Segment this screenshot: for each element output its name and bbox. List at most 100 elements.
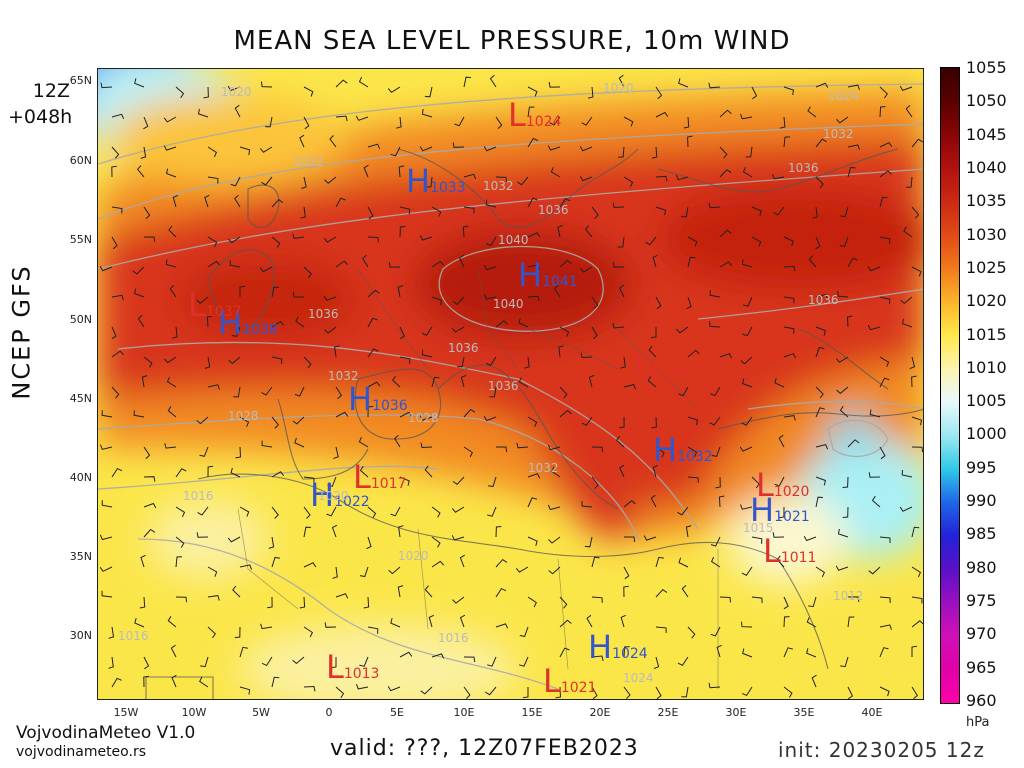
wind-barb bbox=[459, 614, 466, 628]
wind-barb bbox=[645, 236, 657, 246]
wind-barb bbox=[815, 138, 827, 148]
wind-barb bbox=[719, 353, 733, 359]
wind-barb bbox=[487, 656, 497, 667]
isobar-label: 1036 bbox=[308, 307, 339, 321]
wind-barb bbox=[708, 202, 721, 209]
wind-barb bbox=[111, 113, 125, 120]
isobar-label: 1016 bbox=[118, 629, 149, 643]
wind-barb bbox=[419, 235, 433, 241]
wind-barb bbox=[487, 506, 497, 517]
wind-barb bbox=[751, 236, 762, 247]
wind-barb bbox=[687, 349, 700, 358]
wind-barb bbox=[292, 416, 305, 425]
wind-barb bbox=[527, 295, 540, 302]
wind-barb bbox=[460, 374, 467, 388]
wind-barb bbox=[458, 254, 465, 268]
wind-barb bbox=[709, 321, 721, 328]
wind-barb bbox=[687, 476, 699, 483]
wind-barb bbox=[741, 259, 753, 268]
wind-barb bbox=[871, 495, 881, 508]
credit: VojvodinaMeteo V1.0 vojvodinameteo.rs bbox=[16, 724, 195, 762]
wind-barb bbox=[265, 116, 273, 128]
wind-barb bbox=[233, 386, 241, 398]
wind-barb bbox=[428, 614, 435, 628]
wind-barb bbox=[522, 687, 529, 699]
wind-barb bbox=[259, 146, 273, 153]
wind-barb bbox=[166, 376, 177, 388]
wind-barb bbox=[303, 356, 312, 369]
center-value: 1017 bbox=[370, 476, 407, 492]
wind-barb bbox=[326, 506, 337, 517]
wind-barb bbox=[527, 536, 538, 547]
wind-barb bbox=[710, 536, 721, 547]
wind-barb bbox=[612, 202, 625, 208]
isobar-label: 1020 bbox=[221, 85, 252, 99]
wind-barb bbox=[687, 446, 698, 458]
wind-barb bbox=[230, 176, 241, 187]
wind-barb bbox=[335, 79, 348, 88]
wind-barb bbox=[655, 686, 662, 699]
wind-barb bbox=[388, 262, 401, 268]
wind-barb bbox=[719, 261, 733, 268]
wind-barb bbox=[335, 386, 343, 400]
wind-barb bbox=[111, 326, 117, 340]
wind-barb bbox=[419, 146, 433, 152]
wind-barb bbox=[548, 82, 561, 88]
wind-barb bbox=[591, 296, 599, 309]
wind-barb bbox=[751, 206, 762, 216]
lat-tick-label: 60N bbox=[69, 154, 92, 167]
wind-barb bbox=[868, 472, 881, 478]
wind-barb bbox=[197, 108, 209, 118]
wind-barb bbox=[299, 596, 306, 609]
wind-barb bbox=[390, 146, 401, 157]
wind-barb bbox=[839, 236, 849, 247]
wind-barb bbox=[687, 256, 696, 268]
wind-barb bbox=[581, 116, 593, 126]
lon-tick-label: 5E bbox=[390, 706, 404, 719]
wind-barb bbox=[548, 566, 561, 575]
wind-barb bbox=[643, 535, 657, 541]
wind-barb bbox=[867, 266, 881, 272]
lon-tick-label: 5W bbox=[252, 706, 270, 719]
wind-barb bbox=[463, 408, 476, 418]
center-value: 1036 bbox=[372, 398, 408, 414]
wind-barb bbox=[197, 506, 209, 516]
wind-barb bbox=[172, 194, 179, 208]
wind-barb bbox=[485, 686, 497, 696]
wind-barb bbox=[196, 416, 209, 425]
wind-barb bbox=[111, 236, 118, 250]
wind-barb bbox=[331, 657, 337, 669]
wind-barb bbox=[783, 86, 795, 96]
wind-barb bbox=[303, 562, 317, 568]
wind-barb bbox=[900, 296, 913, 305]
wind-barb bbox=[903, 226, 913, 238]
wind-barb bbox=[175, 506, 186, 518]
wind-barb bbox=[681, 686, 689, 698]
wind-barb bbox=[268, 536, 275, 549]
wind-barb bbox=[869, 409, 881, 418]
wind-barb bbox=[740, 504, 753, 510]
wind-barb bbox=[303, 626, 314, 638]
wind-barb bbox=[486, 236, 497, 247]
wind-barb bbox=[335, 197, 346, 208]
wind-barb bbox=[687, 626, 696, 639]
center-letter: H bbox=[310, 476, 335, 514]
wind-barb bbox=[812, 206, 818, 219]
wind-barb bbox=[165, 259, 177, 268]
wind-barb bbox=[324, 326, 337, 334]
wind-barb bbox=[655, 206, 667, 216]
isobar-label: 1020 bbox=[603, 81, 634, 95]
wind-barb bbox=[462, 225, 469, 238]
wind-barb bbox=[524, 356, 530, 369]
wind-barb bbox=[143, 675, 149, 688]
wind-barb bbox=[783, 647, 793, 658]
wind-barb bbox=[261, 81, 273, 88]
wind-barb bbox=[232, 585, 241, 598]
wind-barb bbox=[911, 566, 922, 578]
wind-barb bbox=[879, 647, 889, 658]
wind-barb bbox=[324, 622, 337, 628]
wind-barb bbox=[143, 356, 153, 368]
wind-barb bbox=[335, 115, 348, 122]
high-pressure-center: H1021 bbox=[750, 494, 810, 526]
wind-barb bbox=[906, 176, 913, 188]
